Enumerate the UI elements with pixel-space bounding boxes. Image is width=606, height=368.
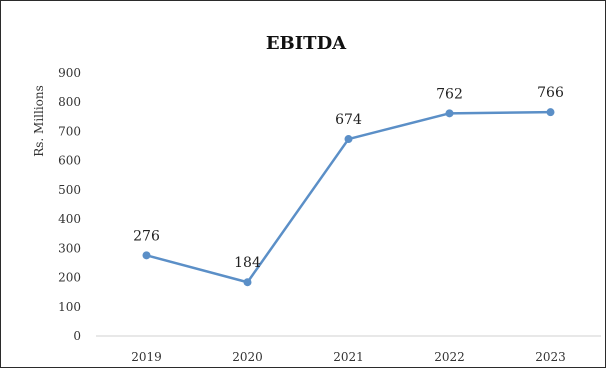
data-label: 276 <box>133 228 160 244</box>
x-tick-label: 2020 <box>232 350 263 364</box>
data-label: 184 <box>234 255 261 271</box>
data-label: 766 <box>537 85 564 101</box>
x-tick-label: 2023 <box>535 350 566 364</box>
y-tick-label: 600 <box>58 154 81 168</box>
data-point <box>445 109 454 118</box>
x-axis: 2019 2020 2021 2022 2023 <box>131 350 566 364</box>
data-label: 762 <box>436 86 463 102</box>
y-tick-label: 700 <box>58 124 81 138</box>
x-tick-label: 2021 <box>333 350 364 364</box>
y-tick-label: 0 <box>73 329 81 343</box>
y-tick-label: 300 <box>58 241 81 255</box>
data-point <box>243 278 252 287</box>
data-label-layer: 276 184 674 762 766 <box>133 85 564 271</box>
y-tick-label: 500 <box>58 183 81 197</box>
x-tick-label: 2019 <box>131 350 162 364</box>
chart-title: EBITDA <box>266 33 347 54</box>
y-tick-label: 800 <box>58 95 81 109</box>
y-axis-title: Rs. Millions <box>32 85 46 157</box>
y-tick-label: 200 <box>58 271 81 285</box>
y-tick-label: 100 <box>58 300 81 314</box>
data-label: 674 <box>335 112 362 128</box>
data-point <box>142 251 151 260</box>
data-point <box>546 108 555 117</box>
series-layer <box>142 108 555 287</box>
x-tick-label: 2022 <box>434 350 465 364</box>
data-point <box>344 135 353 144</box>
y-tick-label: 400 <box>58 212 81 226</box>
y-axis: 0 100 200 300 400 500 600 700 800 900 <box>58 66 81 343</box>
y-tick-label: 900 <box>58 66 81 80</box>
